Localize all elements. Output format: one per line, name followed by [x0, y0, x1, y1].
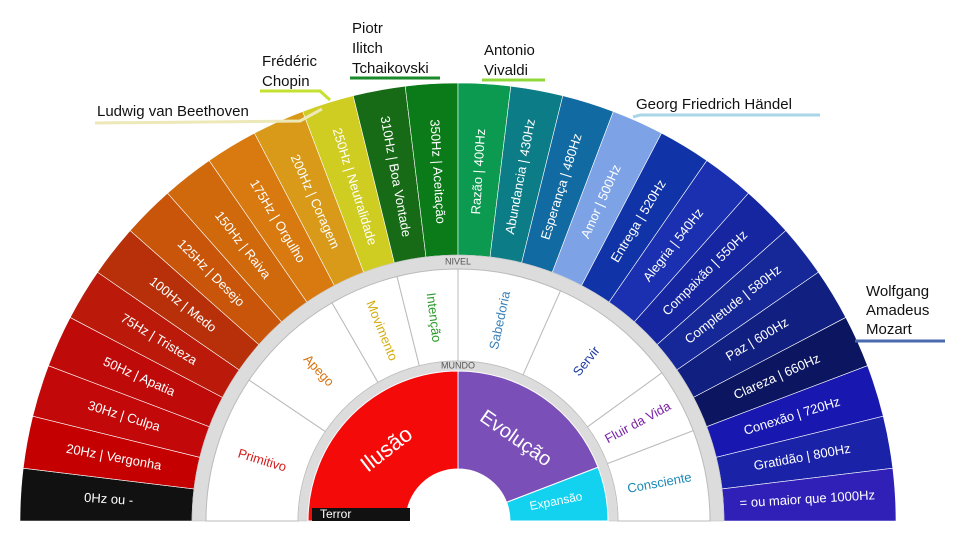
- illusion-segment: [307, 370, 459, 522]
- composer-label: Piotr: [352, 20, 383, 37]
- terror-label: Terror: [320, 507, 351, 521]
- world-label: Intenção: [424, 292, 445, 343]
- expansion-segment: [505, 466, 609, 522]
- composer-label: Georg Friedrich Händel: [636, 96, 792, 113]
- composer-label: Wolfgang: [866, 283, 929, 300]
- evolution-segment: [457, 370, 599, 504]
- composer-label: Ludwig van Beethoven: [97, 103, 249, 120]
- composer-label: Mozart: [866, 321, 913, 338]
- frequency-label: Razão | 400Hz: [468, 128, 488, 215]
- terror-band: [312, 508, 410, 521]
- composer-pointer: [94, 107, 323, 125]
- composer-label: Ilitch: [352, 40, 383, 57]
- composer-pointer: [632, 113, 820, 119]
- composers: Ludwig van Beethoven Frédéric Chopin Pio…: [94, 20, 945, 343]
- ring-label: MUNDO: [441, 360, 475, 370]
- composer-label: Chopin: [262, 73, 310, 90]
- composer-label: Antonio: [484, 42, 535, 59]
- ring-label: NIVEL: [445, 256, 471, 266]
- composer-pointer: [260, 89, 332, 102]
- frequency-label: 0Hz ou -: [84, 490, 134, 508]
- composer-label: Vivaldi: [484, 62, 528, 79]
- composer-label: Frédéric: [262, 53, 318, 70]
- composer-label: Amadeus: [866, 302, 929, 319]
- frequency-label: 350Hz | Aceitação: [427, 119, 448, 224]
- composer-label: Tchaikovski: [352, 60, 429, 77]
